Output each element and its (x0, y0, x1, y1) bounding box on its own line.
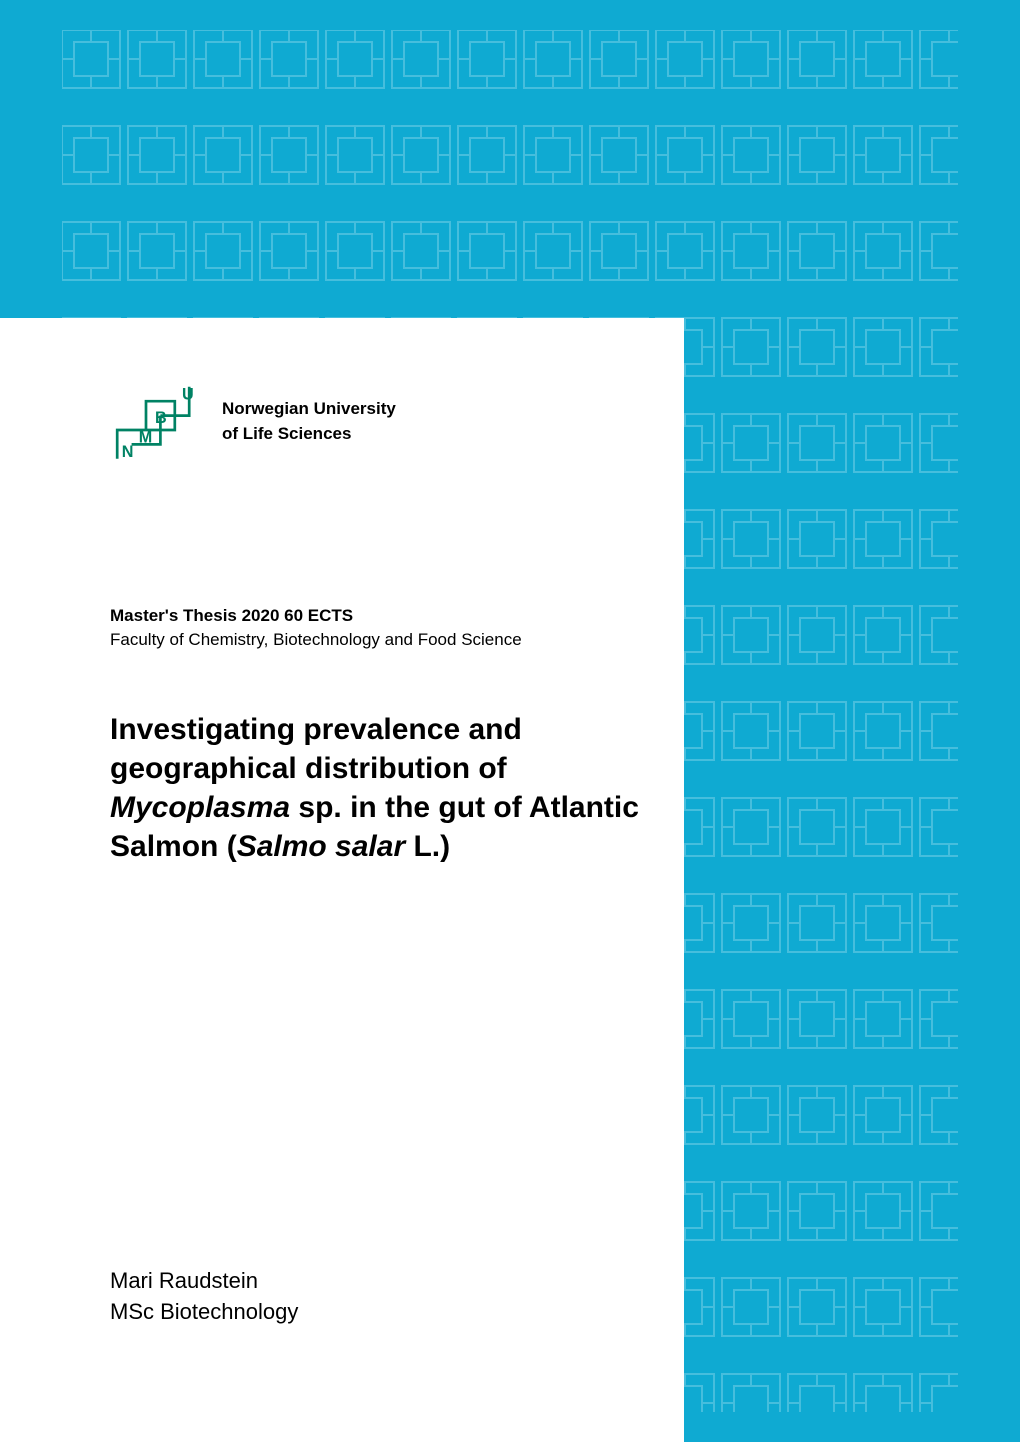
title-part1: Investigating prevalence and geographica… (110, 713, 522, 785)
author-program: MSc Biotechnology (110, 1297, 644, 1328)
thesis-meta: Master's Thesis 2020 60 ECTS Faculty of … (110, 606, 644, 650)
author-name: Mari Raudstein (110, 1266, 644, 1297)
university-name: Norwegian University of Life Sciences (222, 396, 396, 447)
svg-text:B: B (155, 409, 167, 427)
svg-text:U: U (182, 385, 194, 403)
title-part3: L.) (405, 830, 450, 863)
thesis-title: Investigating prevalence and geographica… (110, 710, 644, 866)
logo-row: N M B U Norwegian University of Life Sci… (110, 376, 644, 466)
title-italic1: Mycoplasma (110, 791, 290, 824)
author-block: Mari Raudstein MSc Biotechnology (110, 1266, 644, 1328)
content-panel: N M B U Norwegian University of Life Sci… (0, 318, 684, 1442)
university-name-line1: Norwegian University (222, 396, 396, 422)
title-italic2: Salmo salar (237, 830, 405, 863)
university-name-line2: of Life Sciences (222, 421, 396, 447)
svg-text:N: N (122, 443, 134, 461)
thesis-meta-line2: Faculty of Chemistry, Biotechnology and … (110, 630, 644, 650)
svg-text:M: M (139, 429, 152, 447)
right-banner (684, 0, 1020, 1442)
thesis-meta-line1: Master's Thesis 2020 60 ECTS (110, 606, 644, 626)
nmbu-logo-icon: N M B U (110, 376, 200, 466)
